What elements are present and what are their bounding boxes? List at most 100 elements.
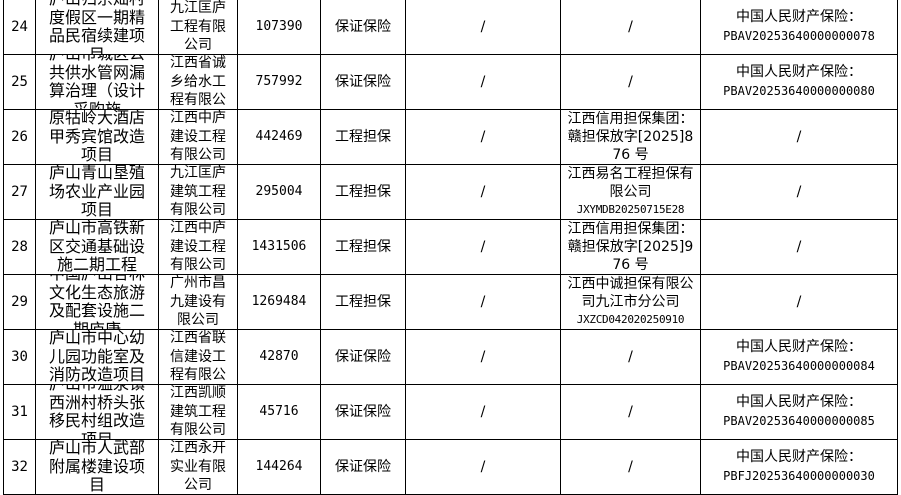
project-name: 庐山青山垦殖场农业产业园项目: [35, 164, 159, 220]
col6-text: /: [480, 183, 486, 200]
guarantor: 江西中诚担保有限公司九江市分公司 JXZCD042020250910: [560, 274, 701, 330]
guarantee-type: 保证保险: [320, 0, 406, 55]
guarantor: 江西信用担保集团：赣担保放字[2025]876 号: [560, 109, 701, 165]
project-name: 庐山市人武部附属楼建设项目: [35, 439, 159, 495]
insurer-text: /: [796, 238, 802, 255]
table-row: 27 庐山青山垦殖场农业产业园项目 九江匡庐建筑工程有限公司 295004 工程…: [3, 164, 898, 220]
insurer-text: 中国人民财产保险：: [736, 339, 862, 355]
col6-text: /: [480, 348, 486, 365]
guarantee-type: 工程担保: [320, 274, 406, 330]
no-text: 32: [11, 458, 28, 475]
amount: 107390: [237, 0, 321, 55]
insurer-text: /: [796, 183, 802, 200]
amount-text: 1431506: [251, 238, 307, 254]
company-text: 江西中庐建设工程有限公司: [170, 220, 226, 274]
no-text: 26: [11, 128, 28, 145]
insurer-code-text: PBAV20253640000000078: [723, 29, 875, 43]
guarantee-type: 保证保险: [320, 329, 406, 385]
amount-text: 442469: [255, 128, 303, 144]
guarantee-type: 工程担保: [320, 109, 406, 165]
project-name: 庐山市温泉镇西洲村桥头张移民村组改造项目: [35, 384, 159, 440]
guarantee-type: 工程担保: [320, 219, 406, 275]
empty-column: /: [405, 54, 561, 110]
col6-text: /: [480, 238, 486, 255]
company-name: 江西中庐建设工程有限公司: [158, 219, 238, 275]
no-text: 24: [11, 18, 28, 35]
no-text: 28: [11, 238, 28, 255]
guarantor: /: [560, 54, 701, 110]
row-number: 27: [3, 164, 36, 220]
row-number: 25: [3, 54, 36, 110]
guarantor-text: /: [628, 404, 633, 420]
empty-column: /: [405, 164, 561, 220]
col6-text: /: [480, 73, 486, 90]
type-text: 保证保险: [335, 73, 391, 90]
table-row: 25 庐山市城区公共供水管网漏算治理（设计采购施 江西省诚乡给水工程有限公 75…: [3, 54, 898, 110]
amount: 295004: [237, 164, 321, 220]
no-text: 31: [11, 403, 28, 420]
insurer-code-text: PBAV20253640000000085: [723, 414, 875, 428]
empty-column: /: [405, 274, 561, 330]
name-text: 中国庐山杏林文化生态旅游及配套设施二期庐康: [48, 276, 145, 329]
project-name: 庐山市高铁新区交通基础设施二期工程: [35, 219, 159, 275]
project-name: 原牯岭大酒店甲秀宾馆改造项目: [35, 109, 159, 165]
table-row: 24 庐山归宗灿村度假区一期精品民宿续建项目 九江匡庐工程有限公司 107390…: [3, 0, 898, 55]
amount-text: 45716: [259, 403, 299, 419]
project-name: 庐山市城区公共供水管网漏算治理（设计采购施: [35, 54, 159, 110]
table-row: 29 中国庐山杏林文化生态旅游及配套设施二期庐康 广州市昌九建设有限公司 126…: [3, 274, 898, 330]
guarantor: 江西易名工程担保有限公司 JXYMDB20250715E28: [560, 164, 701, 220]
guarantee-type: 保证保险: [320, 439, 406, 495]
name-text: 庐山归宗灿村度假区一期精品民宿续建项目: [48, 1, 145, 54]
amount: 757992: [237, 54, 321, 110]
guarantee-type: 保证保险: [320, 384, 406, 440]
name-text: 庐山市温泉镇西洲村桥头张移民村组改造项目: [48, 386, 145, 439]
guarantee-type: 保证保险: [320, 54, 406, 110]
guarantor: 江西信用担保集团：赣担保放字[2025]976 号: [560, 219, 701, 275]
table-row: 31 庐山市温泉镇西洲村桥头张移民村组改造项目 江西凯顺建筑工程有限公司 457…: [3, 384, 898, 440]
empty-column: /: [405, 329, 561, 385]
name-text: 庐山市城区公共供水管网漏算治理（设计采购施: [48, 56, 145, 109]
name-text: 庐山市人武部附属楼建设项目: [48, 440, 145, 494]
company-text: 江西凯顺建筑工程有限公司: [170, 385, 226, 439]
table-row: 28 庐山市高铁新区交通基础设施二期工程 江西中庐建设工程有限公司 143150…: [3, 219, 898, 275]
empty-column: /: [405, 219, 561, 275]
guarantor-code-text: JXZCD042020250910: [576, 313, 685, 326]
row-number: 31: [3, 384, 36, 440]
insurer-text: /: [796, 128, 802, 145]
guarantor-text: 江西信用担保集团：赣担保放字[2025]876 号: [567, 111, 694, 163]
company-text: 广州市昌九建设有限公司: [170, 275, 226, 329]
type-text: 工程担保: [335, 183, 391, 200]
guarantor-text: 江西易名工程担保有限公司: [567, 166, 694, 200]
insurer: 中国人民财产保险： PBAV20253640000000085: [700, 384, 898, 440]
table-row: 26 原牯岭大酒店甲秀宾馆改造项目 江西中庐建设工程有限公司 442469 工程…: [3, 109, 898, 165]
insurer: 中国人民财产保险： PBAV20253640000000078: [700, 0, 898, 55]
guarantor-text: /: [628, 19, 633, 35]
type-text: 工程担保: [335, 128, 391, 145]
guarantor: /: [560, 329, 701, 385]
insurer-code-text: PBAV20253640000000080: [723, 84, 875, 98]
guarantor-text: /: [628, 459, 633, 475]
col6-text: /: [480, 458, 486, 475]
guarantor: /: [560, 439, 701, 495]
insurer: /: [700, 109, 898, 165]
amount: 45716: [237, 384, 321, 440]
type-text: 保证保险: [335, 403, 391, 420]
amount-text: 1269484: [251, 293, 307, 309]
company-text: 九江匡庐建筑工程有限公司: [170, 165, 226, 219]
amount: 42870: [237, 329, 321, 385]
type-text: 保证保险: [335, 18, 391, 35]
insurer-text: /: [796, 293, 802, 310]
guarantor-text: 江西信用担保集团：赣担保放字[2025]976 号: [567, 221, 694, 273]
row-number: 26: [3, 109, 36, 165]
company-name: 江西凯顺建筑工程有限公司: [158, 384, 238, 440]
amount-text: 757992: [255, 73, 303, 89]
guarantor: /: [560, 0, 701, 55]
insurer: /: [700, 219, 898, 275]
company-text: 江西永开实业有限公司: [170, 440, 226, 494]
amount: 144264: [237, 439, 321, 495]
type-text: 保证保险: [335, 458, 391, 475]
row-number: 24: [3, 0, 36, 55]
table-row: 32 庐山市人武部附属楼建设项目 江西永开实业有限公司 144264 保证保险 …: [3, 439, 898, 495]
guarantor: /: [560, 384, 701, 440]
col6-text: /: [480, 18, 486, 35]
